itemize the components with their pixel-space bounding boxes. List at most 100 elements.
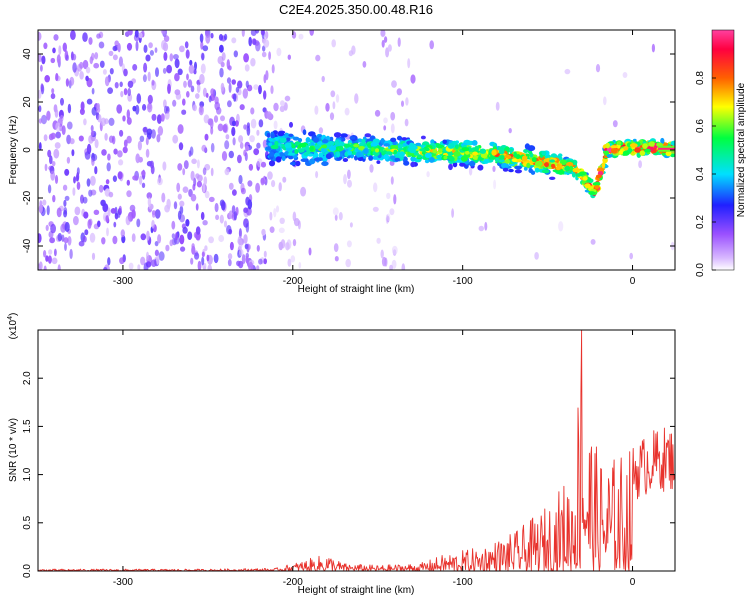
heatmap-cell xyxy=(612,120,618,128)
heatmap-ridge-cell xyxy=(597,167,605,173)
heatmap-cell xyxy=(136,93,142,104)
heatmap-cell xyxy=(127,88,131,97)
heatmap-cell xyxy=(245,223,250,233)
heatmap-cell xyxy=(142,104,147,111)
heatmap-cell xyxy=(262,139,268,149)
heatmap-cell xyxy=(52,194,56,203)
heatmap-cell xyxy=(248,244,251,250)
heatmap-cell xyxy=(321,75,325,83)
x-tick-label: -300 xyxy=(113,276,133,287)
heatmap-cell xyxy=(157,234,162,244)
heatmap-cell xyxy=(118,159,124,166)
heatmap-cell xyxy=(334,256,339,262)
heatmap-cell xyxy=(290,255,296,263)
heatmap-ridge-cell xyxy=(279,152,285,157)
x-tick-label: -200 xyxy=(283,276,303,287)
heatmap-cell xyxy=(84,151,91,160)
heatmap-ridge-cell xyxy=(477,164,484,171)
heatmap-cell xyxy=(227,253,233,260)
heatmap-ridge-cell xyxy=(454,144,459,150)
heatmap-ridge-cell xyxy=(642,143,648,150)
heatmap-ridge-cell xyxy=(295,160,301,167)
heatmap-cell xyxy=(151,79,155,86)
heatmap-cell xyxy=(237,80,243,89)
heatmap-cell xyxy=(221,52,226,61)
heatmap-ridge-cell xyxy=(353,144,360,148)
heatmap-cell xyxy=(82,235,87,243)
heatmap-ridge-cell xyxy=(274,140,279,147)
heatmap-ridge-cell xyxy=(358,146,366,151)
heatmap-cell xyxy=(186,73,189,81)
heatmap-cell xyxy=(182,98,186,106)
heatmap-cell xyxy=(135,153,140,164)
heatmap-cell xyxy=(79,108,85,115)
heatmap-ridge-cell xyxy=(390,145,399,150)
heatmap-cell xyxy=(200,63,206,74)
heatmap-ridge-cell xyxy=(398,151,405,158)
heatmap-cell xyxy=(200,211,205,221)
heatmap-cell xyxy=(195,226,201,235)
heatmap-cell xyxy=(239,104,245,111)
heatmap-ridge-cell xyxy=(572,167,581,173)
heatmap-cell xyxy=(143,262,149,270)
heatmap-cell xyxy=(329,112,335,121)
heatmap-cell xyxy=(41,55,46,65)
heatmap-cell xyxy=(558,221,564,232)
heatmap-cell xyxy=(90,125,94,132)
heatmap-cell xyxy=(169,53,174,62)
heatmap-ridge-cell xyxy=(307,153,315,157)
heatmap-cell xyxy=(100,199,106,207)
heatmap-cell xyxy=(62,42,67,52)
heatmap-cell xyxy=(164,204,171,213)
heatmap-ridge-cell xyxy=(461,147,470,152)
heatmap-cell xyxy=(263,250,267,258)
heatmap-cell xyxy=(278,227,285,234)
heatmap-ridge-cell xyxy=(370,147,375,152)
heatmap-ridge-cell xyxy=(313,136,319,143)
heatmap-cell xyxy=(229,241,234,251)
heatmap-ridge-cell xyxy=(531,157,537,163)
heatmap-cell xyxy=(70,30,76,41)
heatmap-ridge-cell xyxy=(523,166,528,171)
heatmap-cell xyxy=(202,183,206,193)
heatmap-cell xyxy=(38,261,43,270)
heatmap-ridge-cell xyxy=(498,155,505,160)
heatmap-ridge-cell xyxy=(665,151,672,157)
heatmap-cell xyxy=(157,177,163,186)
snr-x-ticks: -300 -200 -100 0 xyxy=(113,330,636,588)
heatmap-cell xyxy=(190,170,195,181)
heatmap-cell xyxy=(177,68,183,76)
heatmap-cell xyxy=(146,251,149,261)
heatmap-cell xyxy=(179,200,185,207)
heatmap-ridge-cell xyxy=(268,142,273,147)
heatmap-cell xyxy=(49,237,55,244)
heatmap-cell xyxy=(534,252,539,260)
heatmap-cell xyxy=(243,124,247,130)
heatmap-cell xyxy=(335,94,340,103)
heatmap-cell xyxy=(204,245,208,252)
heatmap-cell xyxy=(112,135,116,145)
heatmap-cell xyxy=(196,180,202,188)
y-tick-label: 0.5 xyxy=(22,515,33,529)
heatmap-cell xyxy=(276,47,282,57)
heatmap-cell xyxy=(243,149,247,157)
heatmap-cell xyxy=(147,102,153,113)
heatmap-ridge-cell xyxy=(660,137,665,145)
heatmap-cell xyxy=(253,148,260,156)
heatmap-cell xyxy=(191,245,196,255)
heatmap-ridge-cell xyxy=(284,142,292,149)
heatmap-cell xyxy=(245,80,249,89)
heatmap-ridge-cell xyxy=(541,150,547,156)
heatmap-cell xyxy=(152,212,156,218)
heatmap-cell xyxy=(55,73,59,81)
heatmap-ridge-cell xyxy=(495,157,499,162)
heatmap-cell xyxy=(203,265,207,270)
heatmap-cell xyxy=(271,180,276,188)
heatmap-ridge-cell xyxy=(390,155,396,160)
heatmap-cell xyxy=(256,142,261,149)
heatmap-cell xyxy=(226,225,232,235)
snr-panel: -300 -200 -100 0 0.0 0.5 1.0 1.5 2.0 Height of … xyxy=(7,313,676,596)
heatmap-cell xyxy=(123,139,128,148)
heatmap-cell xyxy=(120,90,124,98)
heatmap-cell xyxy=(125,215,131,226)
